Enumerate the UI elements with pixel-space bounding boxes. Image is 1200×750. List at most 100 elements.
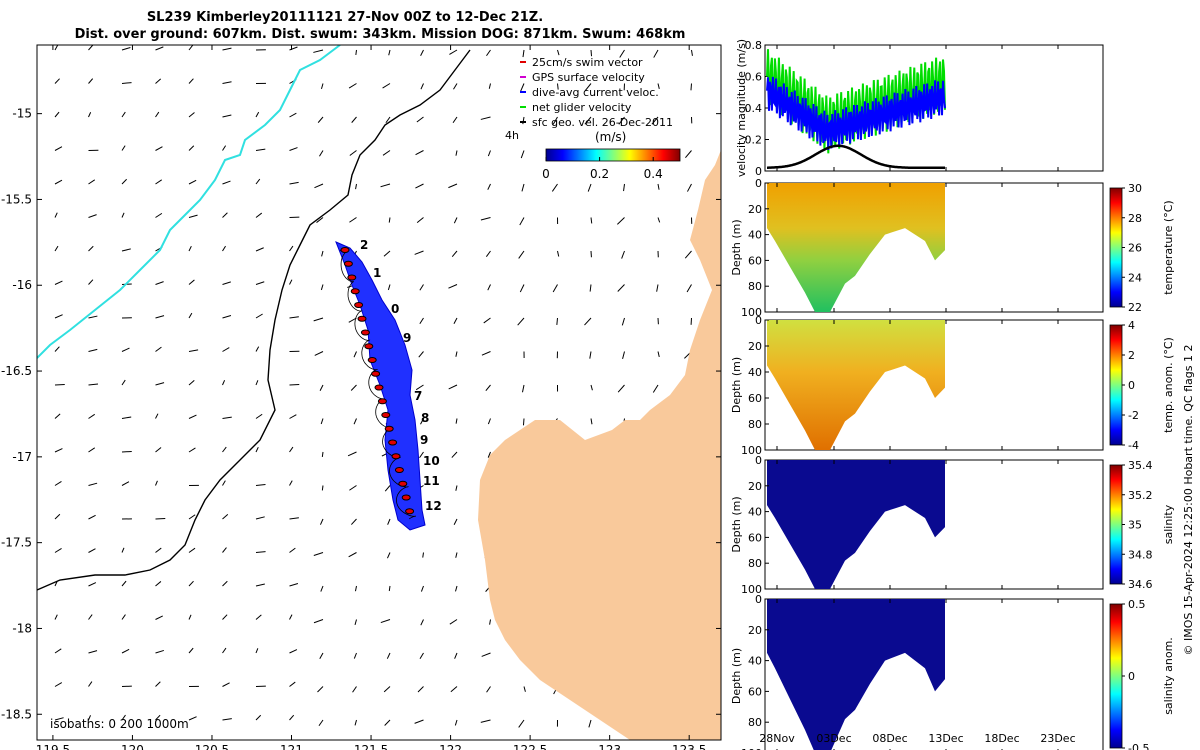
velocity-arrow bbox=[121, 111, 126, 118]
swim-vector bbox=[354, 302, 364, 308]
velocity-arrow bbox=[222, 145, 227, 151]
chart-title-line1: SL239 Kimberley20111121 27-Nov 00Z to 12… bbox=[146, 10, 544, 25]
velocity-arrow bbox=[222, 614, 228, 620]
velocity-arrow bbox=[121, 547, 125, 553]
panel-y-tick-label: 0.8 bbox=[745, 39, 763, 52]
velocity-arrow bbox=[313, 317, 324, 322]
temp-anom-colorbar-tick-label: -2 bbox=[1128, 409, 1139, 422]
velocity-arrow bbox=[415, 183, 424, 189]
velocity-arrow bbox=[88, 45, 94, 51]
velocity-arrow bbox=[121, 347, 130, 352]
velocity-arrow bbox=[289, 446, 294, 453]
velocity-arrow bbox=[420, 619, 424, 626]
chart-title-line2: Dist. over ground: 607km. Dist. swum: 34… bbox=[74, 27, 686, 42]
velocity-arrow bbox=[54, 179, 63, 185]
velocity-arrow bbox=[349, 485, 357, 491]
velocity-arrow bbox=[222, 446, 227, 453]
velocity-arrow bbox=[623, 183, 625, 192]
velocity-arrow bbox=[350, 518, 357, 525]
velocity-arrow bbox=[255, 148, 266, 151]
velocity-arrow bbox=[353, 351, 357, 358]
velocity-arrow bbox=[584, 116, 592, 125]
velocity-arrow bbox=[348, 552, 357, 558]
salinity-panel-data bbox=[767, 460, 945, 589]
velocity-arrow bbox=[54, 314, 63, 319]
velocity-arrow bbox=[88, 548, 96, 553]
velocity-arrow bbox=[222, 212, 228, 218]
swim-vector bbox=[367, 357, 377, 363]
velocity-arrow bbox=[318, 719, 324, 727]
salinity-colorbar-tick-label: 34.6 bbox=[1128, 578, 1153, 591]
velocity-arrow bbox=[155, 615, 163, 620]
map-x-tick-label: 119.5 bbox=[36, 743, 70, 750]
temp-anom-colorbar-tick-label: 2 bbox=[1128, 349, 1135, 362]
velocity-arrow bbox=[222, 647, 227, 654]
velocity-arrow bbox=[255, 247, 264, 252]
map-x-tick-label: 121 bbox=[280, 743, 303, 750]
velocity-arrow bbox=[289, 649, 298, 654]
velocity-arrow bbox=[289, 279, 293, 285]
velocity-arrow bbox=[353, 652, 357, 659]
map-legend: 25cm/s swim vector GPS surface velocity di… bbox=[520, 56, 673, 129]
velocity-arrow bbox=[552, 116, 558, 125]
velocity-arrow bbox=[449, 619, 458, 625]
velocity-arrow bbox=[54, 245, 59, 252]
velocity-arrow bbox=[417, 686, 424, 693]
velocity-arrow bbox=[155, 547, 162, 553]
velocity-arrow bbox=[321, 485, 324, 491]
velocity-arrow bbox=[289, 614, 293, 620]
velocity-arrow bbox=[313, 619, 324, 624]
velocity-arrow bbox=[255, 446, 259, 453]
velocity-arrow bbox=[188, 380, 195, 386]
velocity-arrow bbox=[419, 451, 424, 459]
temperature-colorbar-tick-label: 28 bbox=[1128, 212, 1142, 225]
day-label: 2 bbox=[360, 238, 368, 252]
temperature-panel-fill bbox=[767, 183, 945, 312]
velocity-arrow bbox=[454, 652, 458, 659]
panel-y-tick-label: 60 bbox=[748, 685, 762, 698]
day-label: 9 bbox=[403, 331, 411, 345]
legend-entry: 25cm/s swim vector bbox=[532, 56, 643, 69]
velocity-arrow bbox=[418, 351, 424, 358]
map-y-tick-label: -17 bbox=[12, 450, 32, 464]
velocity-arrow bbox=[88, 681, 93, 687]
velocity-arrow bbox=[455, 485, 458, 491]
velocity-arrow bbox=[415, 384, 424, 391]
velocity-arrow bbox=[415, 150, 424, 156]
velocity-arrow bbox=[551, 183, 558, 192]
velocity-arrow bbox=[487, 150, 491, 157]
velocity-arrow bbox=[88, 650, 98, 654]
velocity-arrow bbox=[88, 279, 94, 285]
track-path bbox=[339, 249, 416, 520]
panel-y-tick-label: 20 bbox=[748, 480, 762, 493]
velocity-arrow bbox=[489, 619, 491, 625]
velocity-arrow bbox=[488, 83, 491, 89]
date-tick-label: 18Dec bbox=[984, 732, 1019, 745]
swim-vector bbox=[360, 329, 370, 336]
velocity-arrow bbox=[222, 245, 226, 252]
velocity-arrow bbox=[419, 317, 424, 325]
panel-y-tick-label: 100 bbox=[741, 583, 762, 596]
velocity-arrow bbox=[289, 547, 296, 553]
panel-y-tick-label: 0.6 bbox=[745, 71, 763, 84]
velocity-arrow bbox=[621, 250, 625, 259]
velocity-arrow bbox=[121, 648, 130, 654]
velocity-arrow bbox=[188, 145, 195, 151]
swim-vector bbox=[340, 247, 350, 253]
sal-anom-panel-data bbox=[767, 599, 945, 750]
velocity-arrow bbox=[54, 480, 62, 486]
velocity-arrow bbox=[587, 183, 592, 192]
velocity-arrow bbox=[54, 146, 63, 151]
velocity-arrow bbox=[385, 116, 391, 124]
salinity-panel-fill bbox=[767, 460, 945, 589]
velocity-arrow bbox=[155, 714, 161, 721]
velocity-arrow bbox=[155, 581, 162, 587]
velocity-arrow bbox=[355, 183, 357, 190]
swim-vector bbox=[364, 343, 374, 350]
sal-anom-colorbar bbox=[1109, 603, 1123, 749]
velocity-arrow bbox=[657, 183, 660, 190]
side-credit: © IMOS 15-Apr-2024 12:25:00 Hobart time.… bbox=[1182, 345, 1195, 656]
velocity-arrow bbox=[388, 49, 391, 56]
velocity-arrow bbox=[656, 284, 659, 292]
